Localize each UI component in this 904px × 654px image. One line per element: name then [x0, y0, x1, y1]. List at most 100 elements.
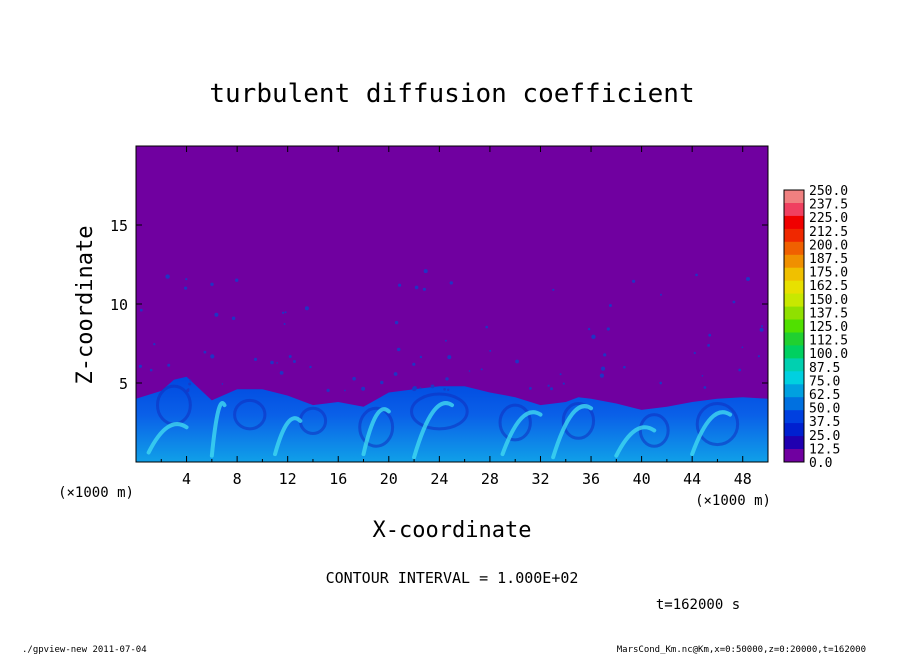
colorbar-label: 112.5 [809, 334, 848, 349]
y-axis-title: Z-coordinate [73, 226, 98, 385]
turbulence-speck [632, 279, 636, 283]
eddy-structure [498, 403, 532, 442]
turbulence-speck [550, 387, 553, 391]
turbulence-speck [757, 355, 761, 358]
footer-program: ./gpview-new 2011-07-04 [22, 645, 147, 654]
turbulence-speck [485, 325, 489, 329]
colorbar-label: 175.0 [809, 266, 848, 281]
colorbar-swatch [784, 190, 804, 204]
turbulence-speck [283, 323, 286, 325]
turbulence-speck [468, 370, 471, 372]
updraft-plume [361, 407, 391, 457]
turbulence-speck [284, 311, 287, 314]
footer-source: MarsCond_Km.nc@Km,x=0:50000,z=0:20000,t=… [617, 645, 866, 654]
colorbar-label: 187.5 [809, 252, 848, 267]
turbulence-speck [270, 360, 274, 365]
turbulence-speck [480, 368, 483, 371]
eddy-structure [410, 392, 469, 431]
turbulence-speck [276, 362, 278, 364]
turbulence-speck [608, 304, 612, 307]
eddy-structure [638, 413, 670, 448]
colorbar-swatch [784, 280, 804, 295]
turbulence-speck [515, 359, 519, 364]
colorbar-swatch [784, 358, 804, 372]
y-tick-label: 5 [119, 375, 128, 393]
turbulence-speck [396, 347, 401, 352]
turbulence-speck [703, 386, 707, 389]
x-tick-label: 28 [481, 470, 499, 488]
turbulence-speck [732, 300, 736, 304]
colorbar-label: 25.0 [809, 429, 840, 444]
turbulence-speck [552, 288, 555, 291]
x-tick-label: 4 [182, 470, 191, 488]
x-tick-label: 48 [734, 470, 752, 488]
turbulence-speck [423, 269, 428, 274]
eddy-structure [233, 398, 267, 431]
turbulence-speck [189, 379, 192, 382]
turbulence-speck [430, 384, 435, 389]
colorbar-swatch [784, 319, 804, 333]
colorbar-swatch [784, 371, 804, 385]
turbulence-speck [547, 384, 550, 387]
updraft-plume [500, 410, 543, 457]
colorbar-label: 50.0 [809, 402, 840, 417]
colorbar-swatch [784, 215, 804, 230]
x-unit-label-right: (×1000 m) [695, 493, 771, 509]
turbulence-speck [443, 388, 446, 391]
x-tick-label: 40 [633, 470, 651, 488]
updraft-plume [690, 410, 733, 457]
chart-title: turbulent diffusion coefficient [209, 79, 694, 109]
turbulence-speck [759, 327, 764, 332]
turbulence-speck [422, 287, 426, 291]
x-unit-label-left: (×1000 m) [58, 485, 134, 501]
x-tick-label: 8 [233, 470, 242, 488]
turbulence-speck [165, 274, 170, 279]
turbulence-speck [445, 377, 449, 381]
turbulence-speck [412, 386, 417, 392]
colorbar-swatch [784, 449, 804, 463]
colorbar-swatch [784, 423, 804, 437]
turbulence-field [136, 269, 768, 462]
turbulence-speck [167, 363, 171, 367]
turbulence-speck [659, 381, 662, 385]
x-axis-title: X-coordinate [373, 518, 532, 543]
turbulence-speck [139, 308, 143, 312]
colorbar-swatch [784, 332, 804, 346]
y-tick-label: 15 [110, 217, 128, 235]
colorbar-swatch [784, 241, 804, 256]
x-tick-label: 32 [531, 470, 549, 488]
colorbar-label: 250.0 [809, 184, 848, 199]
y-axis: 5 10 15 [110, 217, 768, 393]
turbulence-speck [746, 277, 750, 281]
turbulence-speck [419, 355, 423, 359]
x-tick-label: 44 [683, 470, 701, 488]
turbulence-speck [587, 327, 591, 331]
y-tick-label: 10 [110, 296, 128, 314]
turbulence-speck [414, 285, 419, 290]
turbulence-speck [562, 382, 565, 385]
turbulence-speck [600, 366, 606, 371]
colorbar-label: 162.5 [809, 279, 848, 294]
colorbar-swatch [784, 410, 804, 424]
updraft-plume [146, 422, 189, 455]
colorbar-swatch [784, 293, 804, 307]
turbulence-speck [138, 364, 142, 368]
turbulence-speck [149, 368, 153, 372]
turbulence-speck [660, 293, 662, 296]
time-label: t=162000 s [656, 597, 740, 613]
turbulence-speck [309, 365, 312, 369]
turbulence-speck [279, 371, 284, 375]
boundary-layer-region [136, 376, 768, 462]
colorbar-swatch [784, 267, 804, 282]
turbulence-speck [489, 349, 492, 352]
colorbar-label: 37.5 [809, 415, 840, 430]
colorbar-swatch [784, 436, 804, 450]
x-tick-label: 16 [329, 470, 347, 488]
turbulence-speck [603, 353, 607, 357]
colorbar-label: 212.5 [809, 225, 848, 240]
turbulence-speck [281, 311, 285, 314]
colorbar-label: 87.5 [809, 361, 840, 376]
turbulence-speck [447, 355, 452, 360]
